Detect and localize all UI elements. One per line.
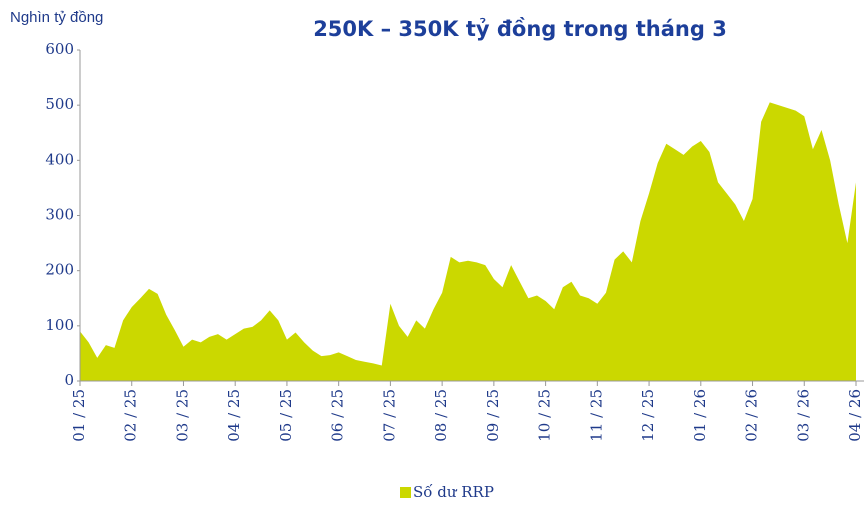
legend-label: Số dư RRP xyxy=(413,483,494,501)
x-tick-label: 11 / 25 xyxy=(587,389,605,442)
x-tick-label: 02 / 26 xyxy=(743,389,761,442)
x-tick-label: 04 / 26 xyxy=(846,389,864,442)
x-tick-label: 12 / 25 xyxy=(639,389,657,442)
x-tick-label: 03 / 26 xyxy=(794,389,812,442)
y-axis-label: Nghìn tỷ đồng xyxy=(10,9,103,26)
x-tick-label: 08 / 25 xyxy=(432,389,450,442)
x-tick-label: 10 / 25 xyxy=(536,389,554,442)
x-tick-label: 04 / 25 xyxy=(225,389,243,442)
x-tick-label: 09 / 25 xyxy=(484,389,502,442)
y-tick-label: 500 xyxy=(45,95,74,113)
chart-title: 250K – 350K tỷ đồng trong tháng 3 xyxy=(313,17,727,41)
x-tick-label: 07 / 25 xyxy=(380,389,398,442)
legend-swatch xyxy=(400,487,411,498)
x-tick-label: 03 / 25 xyxy=(173,389,191,442)
area xyxy=(80,102,856,382)
x-tick-label: 06 / 25 xyxy=(329,389,347,442)
x-tick-label: 01 / 26 xyxy=(691,389,709,442)
y-tick-label: 0 xyxy=(64,371,74,389)
x-tick-label: 05 / 25 xyxy=(277,389,295,442)
y-tick-label: 100 xyxy=(45,316,74,334)
y-tick-label: 300 xyxy=(45,206,74,224)
y-tick-label: 200 xyxy=(45,261,74,279)
y-tick-label: 600 xyxy=(45,40,74,58)
x-tick-label: 01 / 25 xyxy=(70,389,88,442)
y-tick-label: 400 xyxy=(45,150,74,168)
x-tick-label: 02 / 25 xyxy=(122,389,140,442)
